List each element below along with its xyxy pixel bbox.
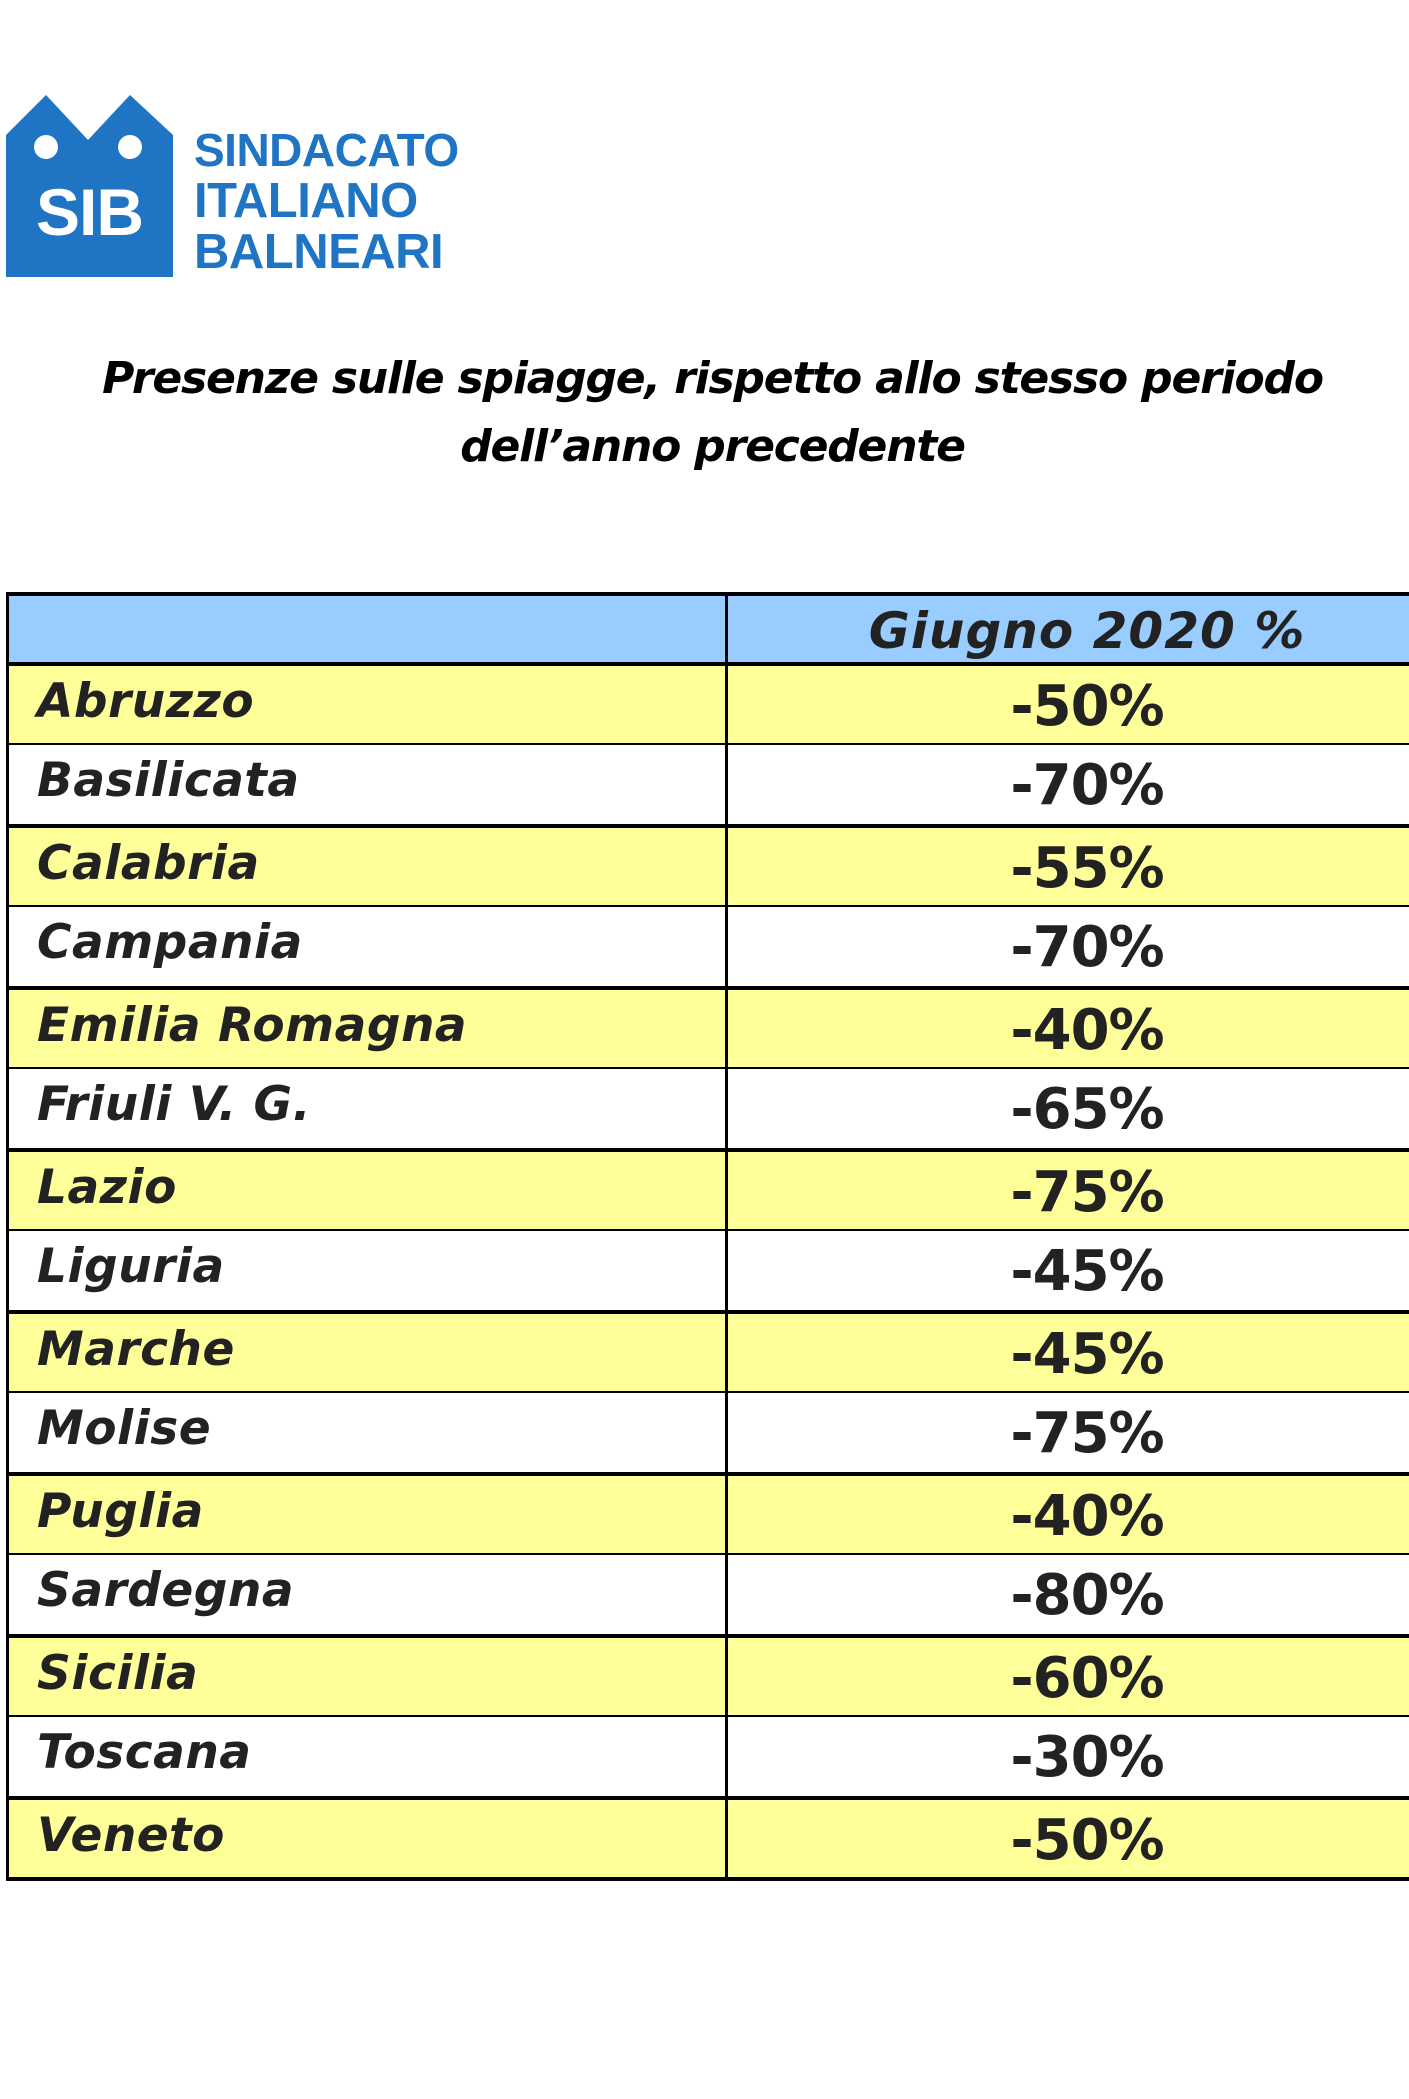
region-value: -30% [1010, 1725, 1164, 1790]
region-name: Basilicata [37, 753, 300, 808]
region-name: Puglia [37, 1484, 204, 1539]
header-cell-region [9, 596, 728, 662]
region-value: -55% [1010, 836, 1164, 901]
region-value: -70% [1010, 753, 1164, 818]
page-title: Presenze sulle spiagge, rispetto allo st… [0, 345, 1409, 481]
region-name: Abruzzo [37, 674, 255, 729]
region-name: Marche [37, 1322, 235, 1377]
region-value: -50% [1010, 1808, 1164, 1873]
table-row: Emilia Romagna -40% [9, 986, 1409, 1067]
region-name: Emilia Romagna [37, 998, 468, 1053]
region-name: Liguria [37, 1239, 225, 1294]
table-row: Puglia -40% [9, 1472, 1409, 1553]
region-value: -40% [1010, 1484, 1164, 1549]
table-row: Marche -45% [9, 1310, 1409, 1391]
region-name: Calabria [37, 836, 260, 891]
column-header-label: Giugno 2020 % [868, 602, 1306, 660]
region-name: Lazio [37, 1160, 177, 1215]
region-name: Veneto [37, 1808, 225, 1863]
table-row: Lazio -75% [9, 1148, 1409, 1229]
region-value: -45% [1010, 1322, 1164, 1387]
logo-wordmark: SINDACATO ITALIANO BALNEARI [194, 125, 459, 278]
table-header-row: Giugno 2020 % [9, 596, 1409, 662]
region-name: Campania [37, 915, 303, 970]
region-name: Molise [37, 1401, 212, 1456]
logo-line-3: BALNEARI [194, 225, 444, 279]
region-value: -75% [1010, 1401, 1164, 1466]
presence-table: Giugno 2020 % Abruzzo -50% Basilicata -7… [6, 592, 1409, 1881]
region-name: Friuli V. G. [37, 1077, 311, 1132]
table-row: Toscana -30% [9, 1715, 1409, 1796]
title-line-1: Presenze sulle spiagge, rispetto allo st… [102, 353, 1324, 404]
table-row: Abruzzo -50% [9, 662, 1409, 743]
header-cell-month: Giugno 2020 % [728, 596, 1409, 662]
region-value: -80% [1010, 1563, 1164, 1628]
logo-acronym: SIB [35, 175, 144, 249]
region-value: -60% [1010, 1646, 1164, 1711]
logo-line-1: SINDACATO [194, 124, 459, 176]
house-roof-logo-icon: SIB [6, 95, 173, 277]
table-row: Friuli V. G. -65% [9, 1067, 1409, 1148]
logo-line-2: ITALIANO [194, 174, 418, 228]
region-value: -65% [1010, 1077, 1164, 1142]
table-row: Liguria -45% [9, 1229, 1409, 1310]
region-name: Sardegna [37, 1563, 295, 1618]
table-row: Veneto -50% [9, 1796, 1409, 1877]
region-value: -45% [1010, 1239, 1164, 1304]
table-row: Sardegna -80% [9, 1553, 1409, 1634]
region-value: -50% [1010, 674, 1164, 739]
region-value: -40% [1010, 998, 1164, 1063]
region-value: -75% [1010, 1160, 1164, 1225]
region-value: -70% [1010, 915, 1164, 980]
table-row: Molise -75% [9, 1391, 1409, 1472]
table-row: Sicilia -60% [9, 1634, 1409, 1715]
sib-logo: SIB SINDACATO ITALIANO BALNEARI [6, 95, 466, 278]
title-line-2: dell’anno precedente [460, 421, 966, 472]
region-name: Sicilia [37, 1646, 199, 1701]
region-name: Toscana [37, 1725, 252, 1780]
table-row: Basilicata -70% [9, 743, 1409, 824]
table-row: Calabria -55% [9, 824, 1409, 905]
table-row: Campania -70% [9, 905, 1409, 986]
